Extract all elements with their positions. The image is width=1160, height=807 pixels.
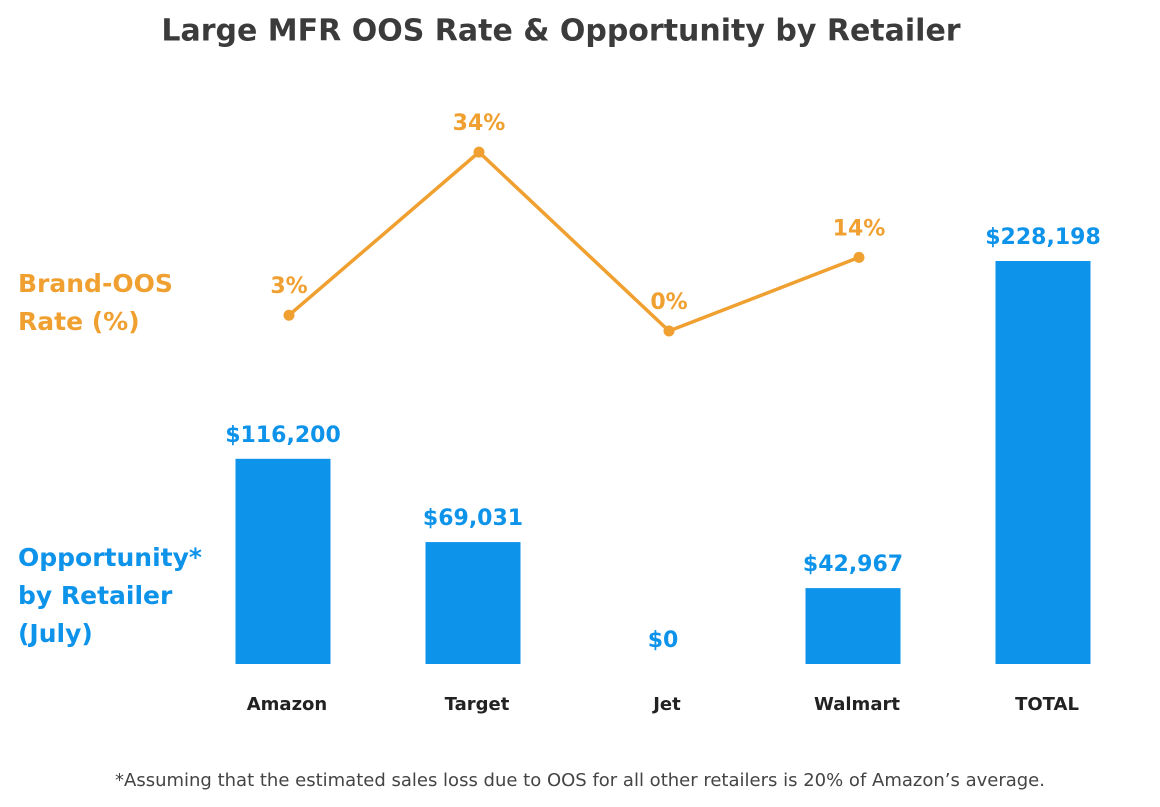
chart-title: Large MFR OOS Rate & Opportunity by Reta…	[161, 14, 960, 49]
footnote: *Assuming that the estimated sales loss …	[115, 770, 1045, 791]
bar	[805, 588, 901, 664]
line-series-label: Brand-OOS Rate (%)	[18, 269, 173, 336]
line-value-label: 0%	[650, 290, 687, 315]
line-marker	[283, 309, 295, 321]
x-tick-label: Target	[445, 694, 510, 715]
bar	[425, 542, 521, 664]
x-tick-label: Jet	[651, 694, 681, 715]
x-tick-label: Amazon	[247, 694, 328, 715]
bar-value-label: $42,967	[803, 552, 903, 577]
line	[287, 149, 860, 334]
x-tick-label: Walmart	[814, 694, 900, 715]
line-marker	[853, 251, 865, 263]
bar-series-label: Opportunity* by Retailer (July)	[18, 543, 202, 648]
bar	[995, 261, 1091, 664]
bar-value-label: $116,200	[225, 423, 341, 448]
line-value-label: 14%	[833, 216, 886, 241]
x-tick-label: TOTAL	[1015, 694, 1079, 715]
bar-value-label: $228,198	[985, 225, 1101, 250]
line-value-label: 3%	[270, 274, 307, 299]
bar	[235, 458, 331, 664]
line-value-label: 34%	[453, 111, 506, 136]
bar-value-label: $69,031	[423, 506, 523, 531]
line-marker	[663, 325, 675, 337]
line-marker	[473, 146, 485, 158]
bar-value-label: $0	[648, 628, 679, 653]
